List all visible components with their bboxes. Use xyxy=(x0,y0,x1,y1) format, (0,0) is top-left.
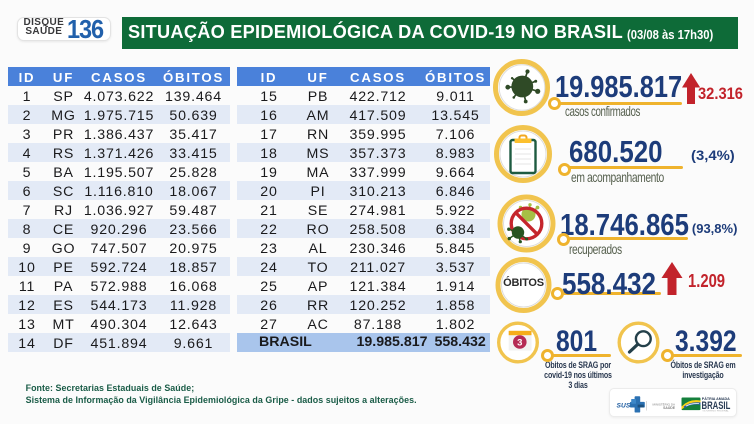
svg-text:PÁTRIA AMADA: PÁTRIA AMADA xyxy=(701,396,729,401)
svg-text:MINISTÉRIO DA: MINISTÉRIO DA xyxy=(652,401,675,406)
svg-text:3: 3 xyxy=(517,338,522,349)
svg-text:BRASIL: BRASIL xyxy=(701,400,730,412)
svg-text:SUS: SUS xyxy=(616,402,630,409)
svg-text:GOVERNO FEDERAL: GOVERNO FEDERAL xyxy=(702,409,729,412)
svg-text:SAÚDE: SAÚDE xyxy=(663,405,676,410)
